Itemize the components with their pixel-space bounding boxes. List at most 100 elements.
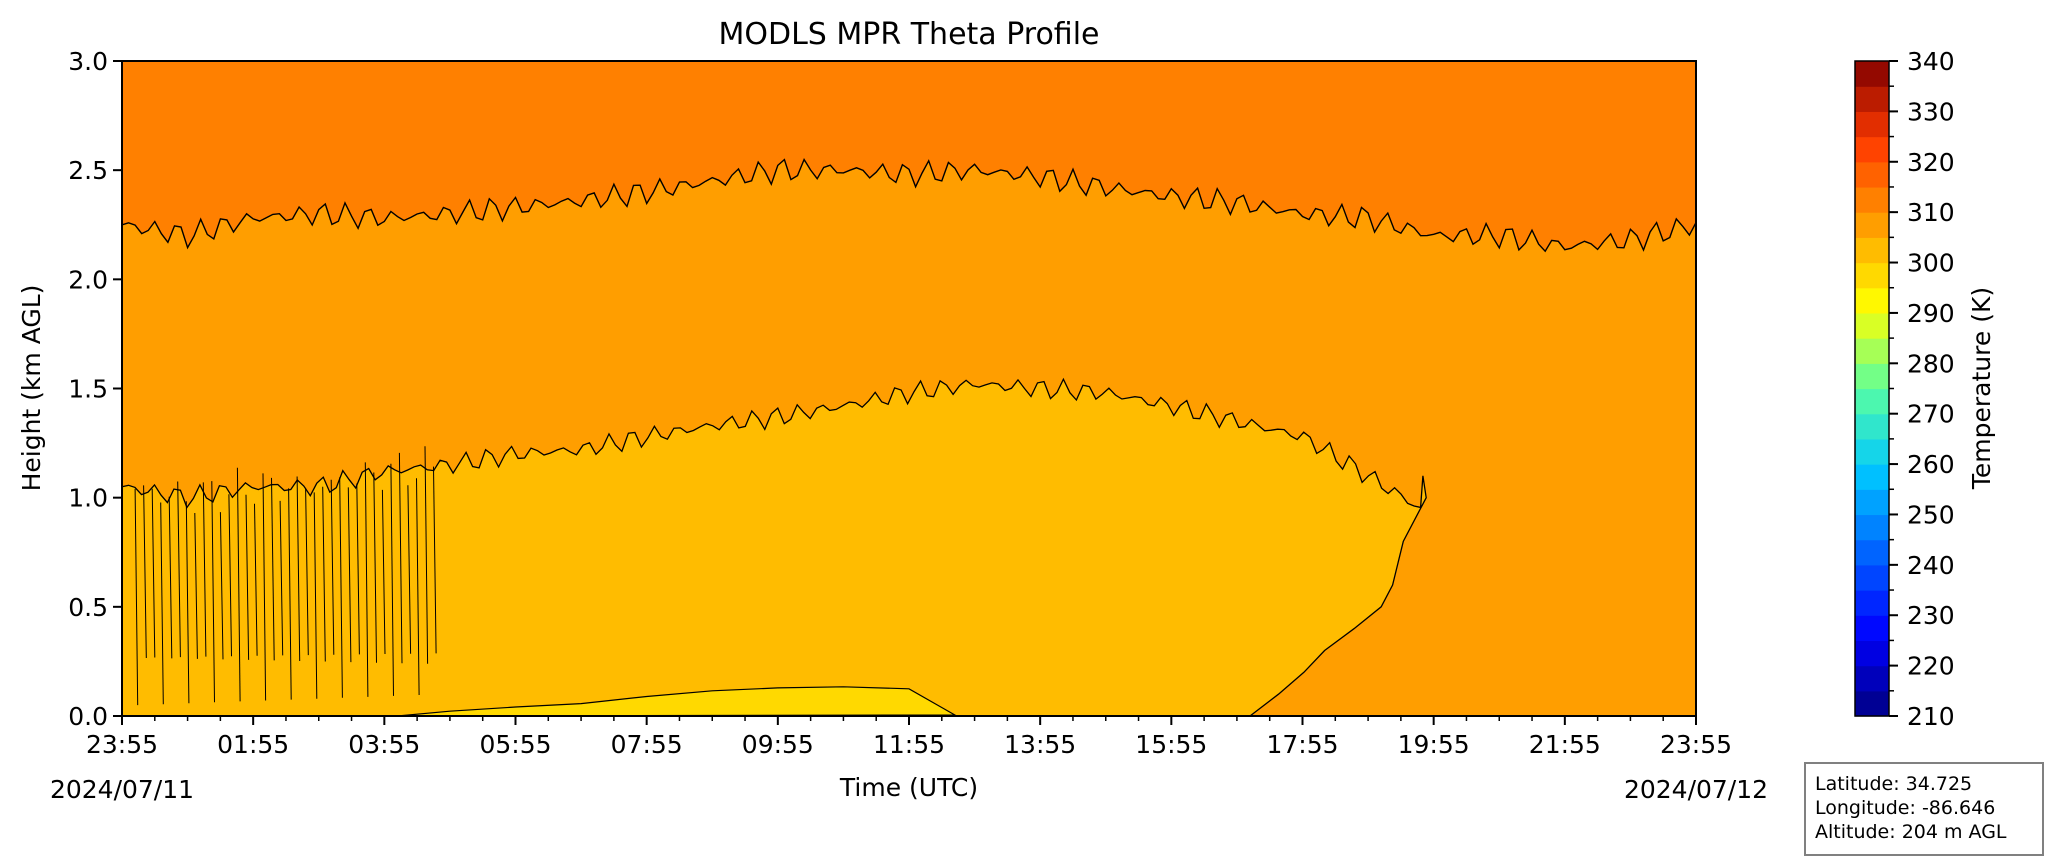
y-tick-label: 1.5 — [68, 375, 108, 404]
contour-spike — [202, 482, 207, 657]
contour-spike — [143, 485, 147, 659]
start-date-label: 2024/07/11 — [50, 775, 194, 804]
colorbar-segment — [1855, 186, 1889, 213]
station-info-box: Latitude: 34.725 Longitude: -86.646 Alti… — [1804, 762, 2044, 856]
colorbar-label: Temperature (K) — [1967, 287, 1996, 490]
colorbar-segment — [1855, 363, 1889, 390]
altitude-text: Altitude: 204 m AGL — [1815, 821, 2007, 843]
colorbar-segment — [1855, 86, 1889, 112]
x-axis-label: Time (UTC) — [839, 773, 978, 802]
contour-spike — [262, 473, 267, 701]
colorbar-segment — [1855, 564, 1889, 591]
contour-spike — [313, 492, 318, 699]
colorbar-segment — [1855, 338, 1889, 364]
contour-spike — [322, 486, 326, 662]
colorbar-segment — [1855, 539, 1889, 566]
y-axis-label: Height (km AGL) — [17, 285, 46, 492]
colorbar-segment — [1855, 690, 1889, 717]
x-tick-label: 23:55 — [1660, 730, 1732, 759]
contour-spike — [398, 452, 403, 664]
x-tick-label: 07:55 — [611, 730, 683, 759]
contour-spike — [373, 472, 377, 663]
x-tick-label: 19:55 — [1398, 730, 1470, 759]
contour-spike — [433, 466, 437, 654]
latitude-text: Latitude: 34.725 — [1815, 773, 1973, 795]
colorbar-segment — [1855, 590, 1889, 616]
contour-spike — [288, 488, 292, 700]
contour-spike — [279, 500, 284, 656]
contour-spike — [364, 462, 369, 697]
contour-lines — [122, 157, 1696, 706]
colorbar-segment — [1855, 136, 1889, 163]
y-tick-label: 3.0 — [68, 47, 108, 76]
colorbar-segment — [1855, 287, 1889, 314]
colorbar-tick-label: 220 — [1907, 652, 1955, 681]
x-tick-label: 03:55 — [348, 730, 420, 759]
x-tick-label: 17:55 — [1266, 730, 1338, 759]
contour-spike — [211, 481, 215, 703]
contour-spike — [271, 477, 275, 661]
x-tick-label: 01:55 — [217, 730, 289, 759]
contour-spike — [168, 496, 173, 659]
colorbar-tick-label: 250 — [1907, 500, 1955, 529]
contour-spike — [245, 494, 250, 660]
contour-spike — [424, 446, 429, 664]
x-axis: 23:55 01:55 03:55 05:55 07:55 09:55 11:55 13:55… — [86, 716, 1732, 759]
contour-spike — [416, 478, 420, 696]
colorbar-segment — [1855, 640, 1889, 667]
end-date-label: 2024/07/12 — [1624, 775, 1768, 804]
contour-spike — [160, 502, 164, 705]
x-tick-label: 05:55 — [479, 730, 551, 759]
colorbar-tick-label: 300 — [1907, 249, 1955, 278]
x-tick-label: 09:55 — [742, 730, 814, 759]
y-tick-label: 2.5 — [68, 156, 108, 185]
contour-spike — [134, 488, 139, 706]
colorbar-tick-label: 270 — [1907, 400, 1955, 429]
colorbar-tick-label: 330 — [1907, 97, 1955, 126]
colorbar-tick-label: 320 — [1907, 148, 1955, 177]
colorbar: 210 220 230 240 250 260 270 280 290 300 310 320 330 3… — [1854, 47, 1955, 731]
colorbar-tick-label: 290 — [1907, 299, 1955, 328]
contour-spike — [151, 488, 156, 658]
contour-spike — [381, 489, 386, 655]
y-axis: 0.0 0.5 1.0 1.5 2.0 2.5 3.0 — [68, 47, 122, 731]
contour-spike — [356, 483, 360, 655]
colorbar-segment — [1855, 665, 1889, 692]
region-310-315K — [122, 61, 1696, 252]
contour-spike — [407, 485, 412, 654]
colorbar-tick-label: 230 — [1907, 601, 1955, 630]
contour-spike — [177, 481, 181, 658]
colorbar-tick-label: 210 — [1907, 702, 1955, 731]
contour-spike — [305, 487, 309, 656]
y-tick-label: 0.0 — [68, 702, 108, 731]
colorbar-segment — [1855, 388, 1889, 415]
colorbar-segment — [1855, 413, 1889, 440]
heatmap-fill — [122, 61, 1696, 716]
contour-spike — [236, 467, 241, 702]
colorbar-tick-label: 240 — [1907, 551, 1955, 580]
colorbar-segment — [1855, 61, 1889, 87]
y-tick-label: 0.5 — [68, 593, 108, 622]
contour-spike — [347, 487, 352, 663]
x-tick-label: 23:55 — [86, 730, 158, 759]
colorbar-segment — [1855, 161, 1889, 188]
contour-spike — [330, 479, 335, 655]
colorbar-segment — [1855, 514, 1889, 541]
colorbar-segment — [1855, 237, 1889, 264]
colorbar-segment — [1855, 111, 1889, 138]
contour-spike — [194, 512, 198, 659]
x-tick-label: 11:55 — [873, 730, 945, 759]
contour-spike — [228, 494, 232, 657]
colorbar-segment — [1855, 438, 1889, 465]
contour-spike — [390, 463, 394, 696]
chart-title: MODLS MPR Theta Profile — [718, 17, 1099, 52]
colorbar-tick-label: 340 — [1907, 47, 1955, 76]
contour-spike — [185, 501, 190, 704]
colorbar-segment — [1855, 615, 1889, 642]
colorbar-tick-label: 310 — [1907, 198, 1955, 227]
colorbar-segment — [1855, 212, 1889, 238]
colorbar-tick-label: 260 — [1907, 450, 1955, 479]
colorbar-segment — [1855, 489, 1889, 516]
contour-310K — [122, 157, 1696, 253]
